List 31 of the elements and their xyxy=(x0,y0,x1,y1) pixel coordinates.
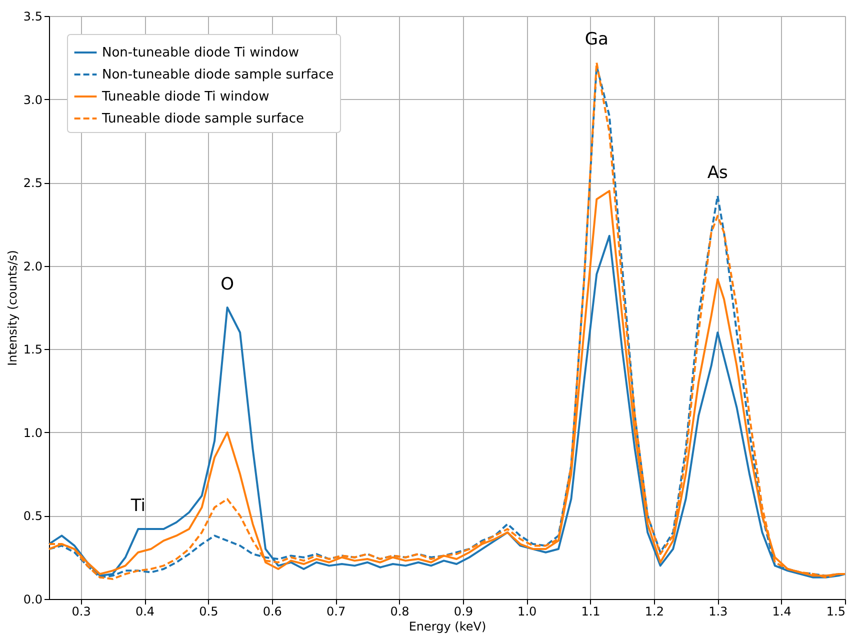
y-axis-title: Intensity (counts/s) xyxy=(5,250,20,366)
annotation: As xyxy=(707,162,728,183)
x-axis-title: Energy (keV) xyxy=(408,620,486,634)
y-tick-label: 0.0 xyxy=(23,592,42,606)
y-tick-label: 2.5 xyxy=(23,176,42,190)
x-tick-label: 0.5 xyxy=(199,604,218,618)
x-tick-label: 0.6 xyxy=(262,604,282,618)
x-tick-label: 1.2 xyxy=(644,604,664,618)
x-tick-label: 0.8 xyxy=(390,604,410,618)
y-tick-label: 2.0 xyxy=(23,259,42,274)
legend-label: Non-tuneable diode sample surface xyxy=(102,68,334,82)
y-tick-label: 1.0 xyxy=(23,426,42,440)
legend-label: Tuneable diode sample surface xyxy=(101,112,304,126)
legend-label: Tuneable diode Ti window xyxy=(101,90,270,104)
x-tick-label: 0.7 xyxy=(326,604,346,618)
x-tick-label: 1.4 xyxy=(772,604,792,618)
y-tick-label: 3.0 xyxy=(23,92,42,107)
y-tick-label: 1.5 xyxy=(23,342,42,357)
annotation: Ti xyxy=(130,496,146,516)
legend-label: Non-tuneable diode Ti window xyxy=(102,46,300,60)
y-tick-label: 3.5 xyxy=(23,10,42,24)
x-tick-label: 0.4 xyxy=(135,604,155,618)
x-tick-label: 0.3 xyxy=(72,604,91,618)
annotation: Ga xyxy=(584,30,608,50)
annotation: O xyxy=(220,274,234,294)
x-tick-label: 1.5 xyxy=(826,604,846,618)
x-tick-label: 1.0 xyxy=(518,604,537,618)
y-tick-label: 0.5 xyxy=(23,509,42,524)
x-tick-label: 1.1 xyxy=(581,604,600,618)
x-tick-label: 0.9 xyxy=(454,604,473,618)
x-tick-label: 1.3 xyxy=(708,604,728,618)
